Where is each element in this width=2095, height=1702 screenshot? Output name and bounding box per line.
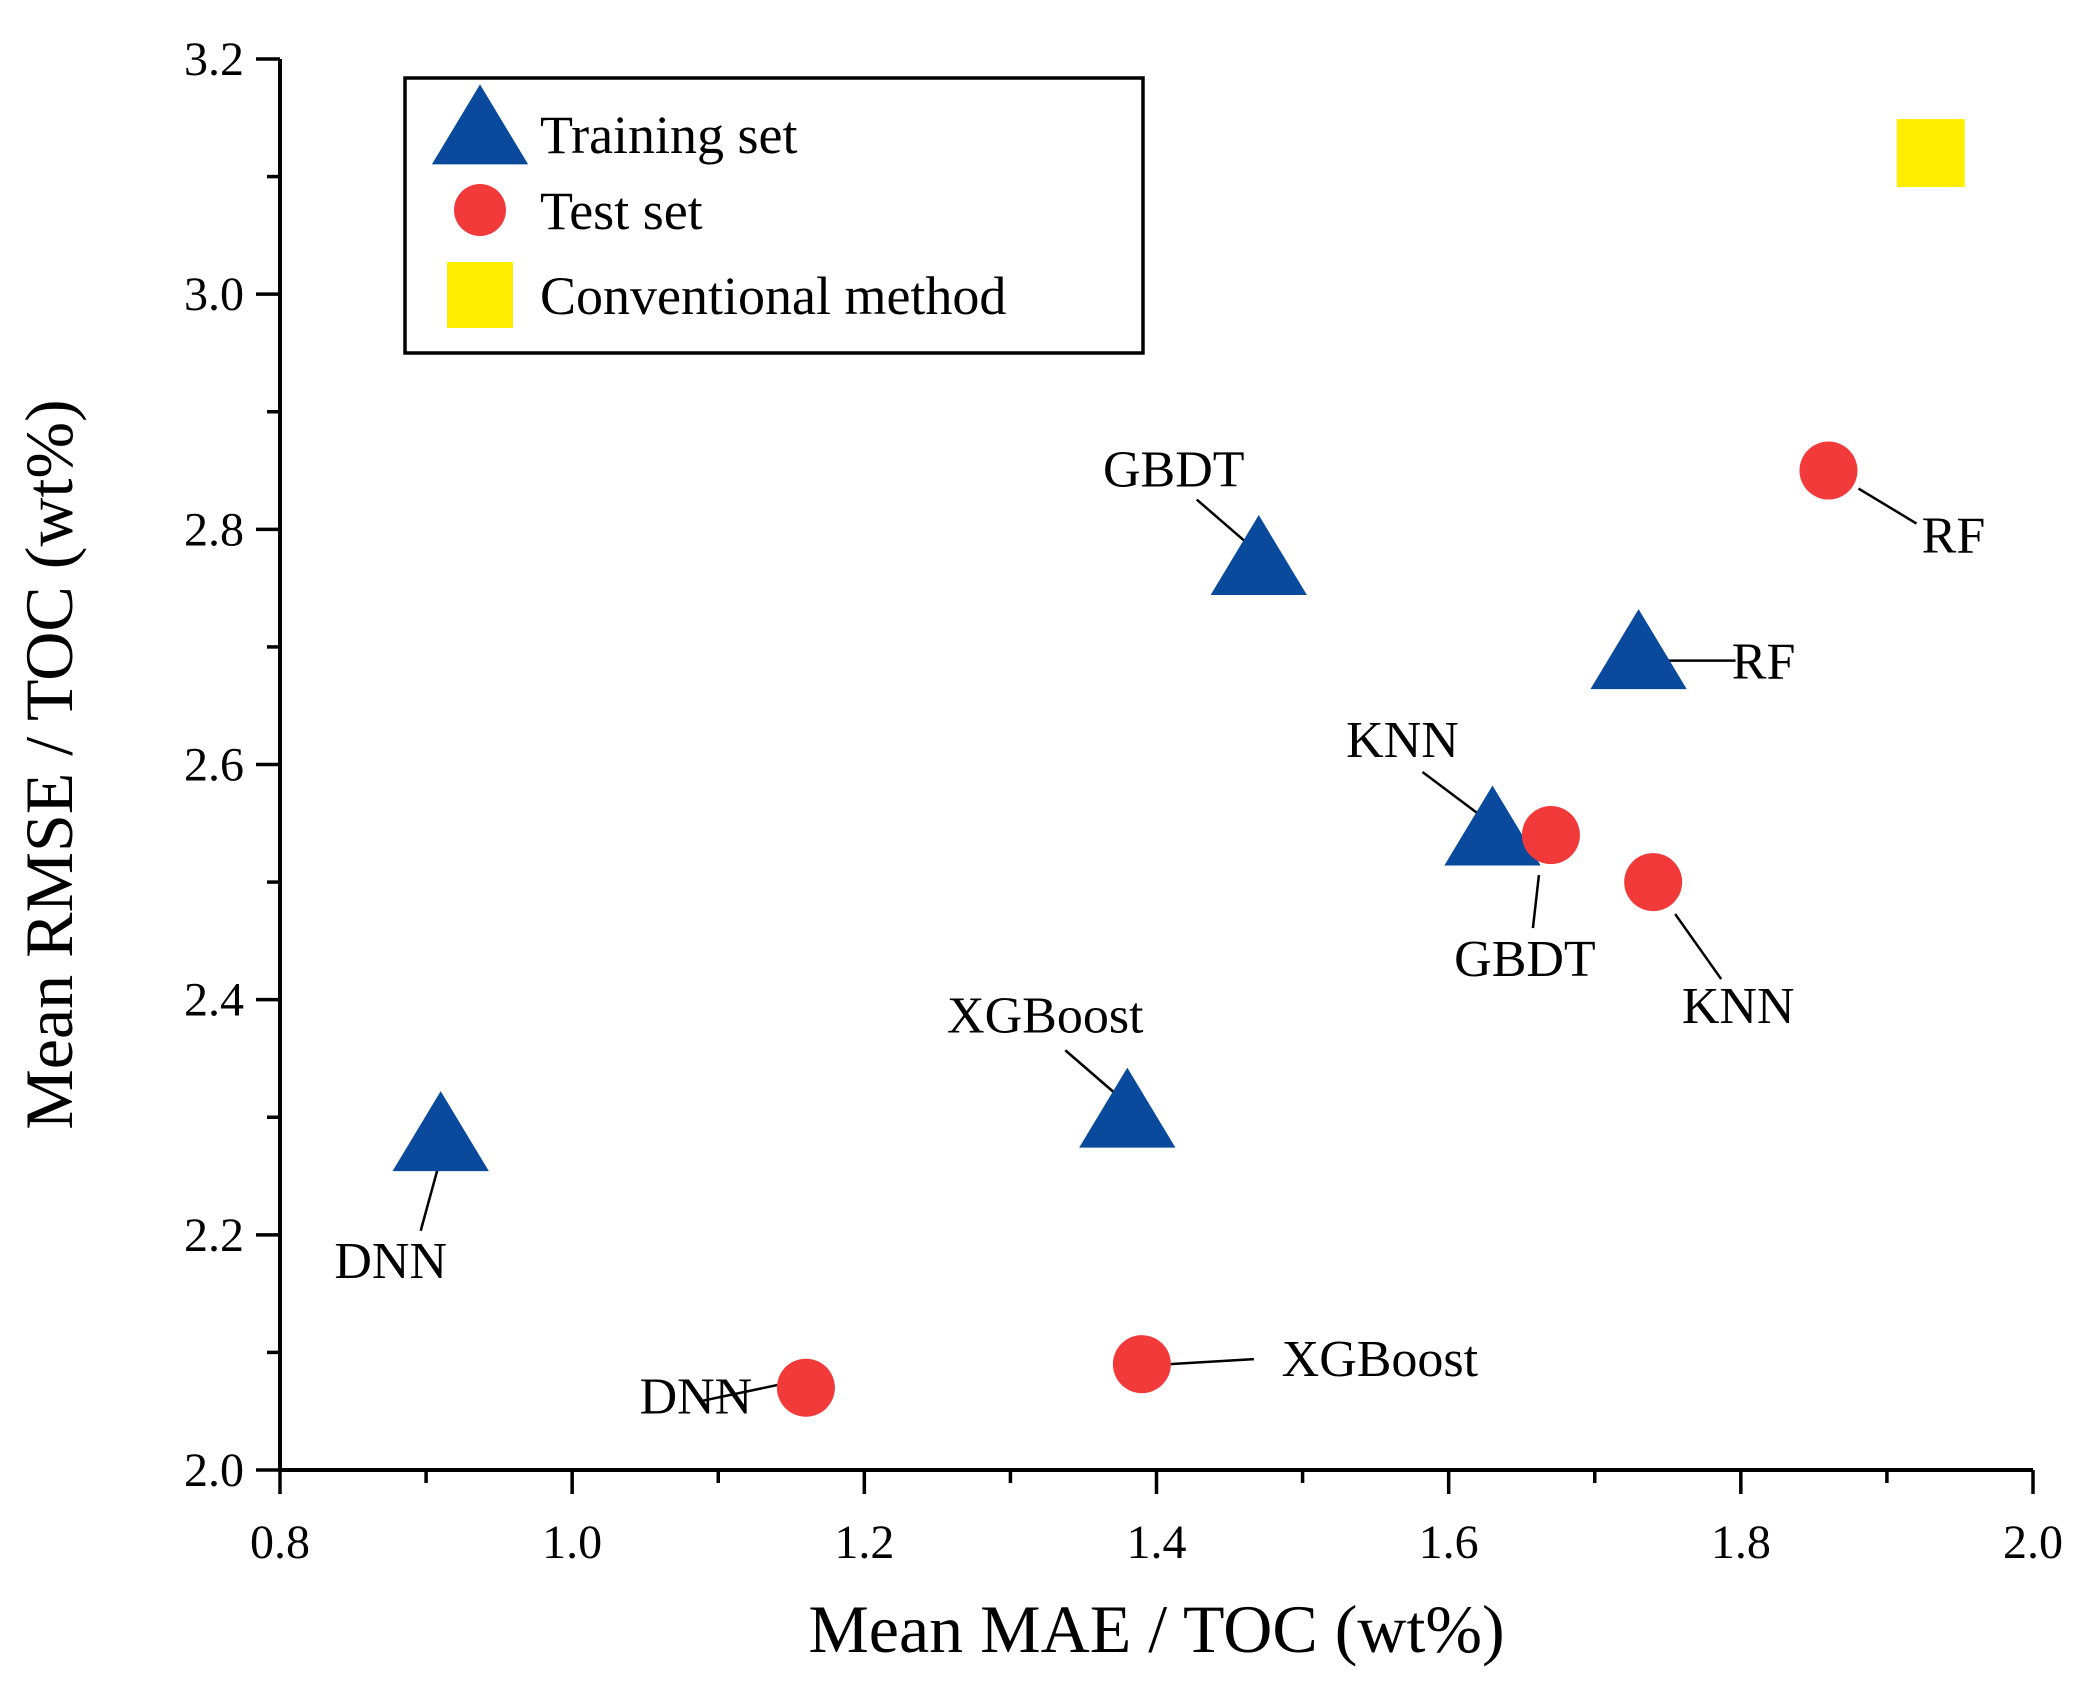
legend-triangle-marker: [431, 84, 529, 165]
legend-label: Conventional method: [540, 266, 1006, 326]
y-tick-label: 2.0: [184, 1444, 244, 1497]
point-label-xgboost: XGBoost: [1282, 1331, 1479, 1388]
leader-line: [1857, 487, 1918, 525]
triangle-point-xgboost: [1079, 1067, 1176, 1148]
legend-circle-marker: [454, 184, 506, 236]
x-tick-label: 1.8: [1711, 1516, 1771, 1569]
legend: Training set Test set Conventional method: [403, 76, 1145, 355]
series-conventional-method: [1896, 119, 1965, 188]
triangle-point-knn: [1444, 785, 1541, 866]
leader-line: [419, 1168, 439, 1232]
x-tick-label: 1.6: [1419, 1516, 1479, 1569]
circle-point-gbdt: [1521, 806, 1580, 865]
leader-line: [1421, 771, 1484, 819]
y-axis-title: Mean RMSE / TOC (wt%): [11, 399, 87, 1129]
triangle-point-gbdt: [1210, 515, 1307, 596]
series-test-set: [776, 441, 1858, 1417]
leader-line: [702, 1383, 780, 1402]
point-label-xgboost: XGBoost: [947, 987, 1144, 1044]
point-label-knn: KNN: [1346, 712, 1459, 769]
legend-label: Test set: [540, 181, 703, 241]
axes: 0.8 1.0 1.2 1.4 1.6 1.8 2.0 2.0 2.2 2.4 2.6 2.8 3.0 3…: [184, 33, 2063, 1569]
circle-point-xgboost: [1112, 1335, 1171, 1394]
leader-line: [1064, 1049, 1119, 1097]
x-tick-label: 1.0: [542, 1516, 602, 1569]
y-tick-label: 3.2: [184, 33, 244, 86]
circle-point-knn: [1624, 853, 1683, 912]
x-tick-label: 2.0: [2003, 1516, 2063, 1569]
point-label-knn: KNN: [1682, 978, 1795, 1035]
leader-line: [1674, 913, 1723, 980]
data-points: [392, 119, 1965, 1417]
point-label-dnn: DNN: [334, 1233, 447, 1290]
point-labels: DNN XGBoost GBDT KNN RF DNN XGBoost GBDT KNN RF: [334, 442, 1985, 1426]
point-label-rf: RF: [1732, 634, 1796, 691]
x-tick-label: 0.8: [250, 1516, 310, 1569]
triangle-point-rf: [1590, 609, 1687, 690]
series-training-set: [392, 515, 1687, 1172]
point-label-gbdt: GBDT: [1454, 931, 1596, 988]
x-axis-title: Mean MAE / TOC (wt%): [808, 1591, 1504, 1667]
square-point: [1896, 119, 1965, 188]
circle-point-rf: [1799, 441, 1858, 500]
y-tick-label: 2.8: [184, 503, 244, 556]
leader-line: [1169, 1357, 1254, 1366]
y-tick-label: 2.2: [184, 1209, 244, 1262]
point-label-rf: RF: [1922, 508, 1986, 565]
x-tick-label: 1.4: [1127, 1516, 1187, 1569]
leader-line: [1531, 874, 1541, 929]
legend-square-marker: [447, 262, 513, 328]
leader-line: [1195, 498, 1250, 546]
point-label-gbdt: GBDT: [1103, 442, 1245, 499]
legend-label: Training set: [540, 105, 798, 165]
y-tick-label: 2.4: [184, 974, 244, 1027]
legend-box: [403, 76, 1145, 355]
point-label-dnn: DNN: [640, 1369, 753, 1426]
triangle-point-dnn: [392, 1091, 489, 1172]
y-tick-label: 3.0: [184, 268, 244, 321]
circle-point-dnn: [776, 1358, 835, 1417]
x-tick-label: 1.2: [834, 1516, 894, 1569]
y-tick-label: 2.6: [184, 739, 244, 792]
